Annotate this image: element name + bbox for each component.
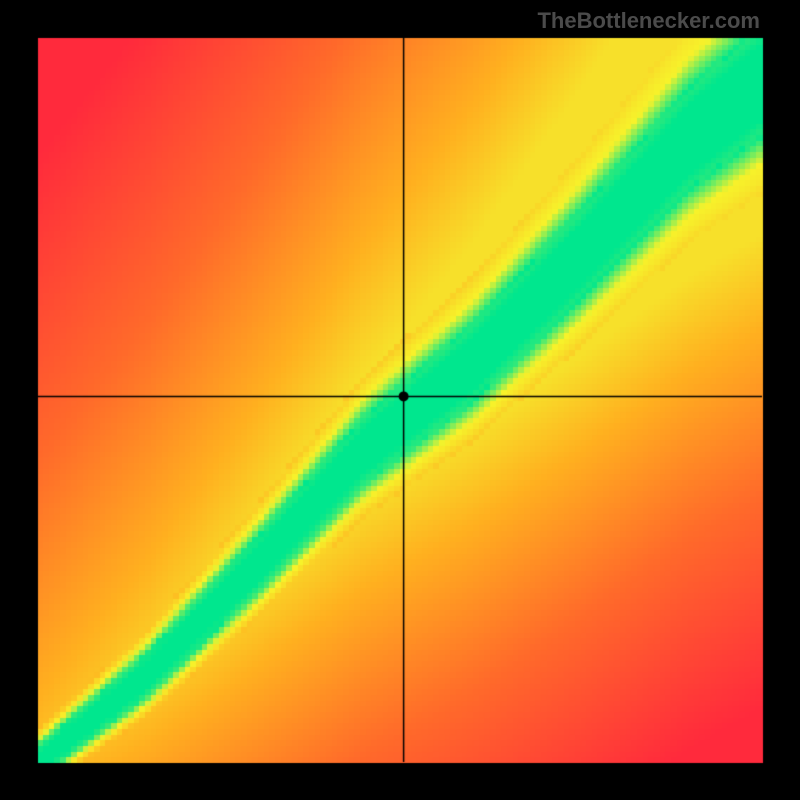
chart-container: TheBottlenecker.com bbox=[0, 0, 800, 800]
watermark-text: TheBottlenecker.com bbox=[537, 8, 760, 34]
heatmap-canvas bbox=[0, 0, 800, 800]
